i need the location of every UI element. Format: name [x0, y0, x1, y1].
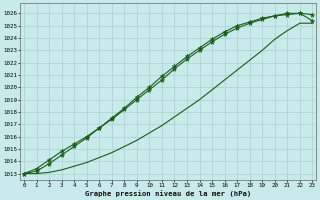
X-axis label: Graphe pression niveau de la mer (hPa): Graphe pression niveau de la mer (hPa): [85, 190, 251, 197]
